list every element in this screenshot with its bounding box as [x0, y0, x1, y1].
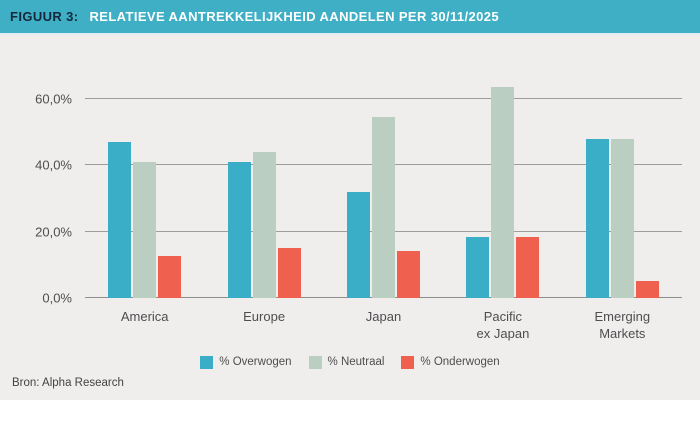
legend-swatch: [308, 355, 322, 369]
y-tick-label: 20,0%: [35, 224, 72, 240]
figure-label: FIGUUR 3:: [10, 9, 79, 24]
bar-group: [204, 82, 323, 298]
legend-label: % Onderwogen: [420, 356, 500, 369]
y-tick-label: 40,0%: [35, 157, 72, 173]
bar-group: [324, 82, 443, 298]
bar: [610, 138, 634, 298]
bar-group: [563, 82, 682, 298]
bar: [397, 251, 421, 298]
legend-item: % Overwogen: [200, 355, 292, 369]
gridline-60: [85, 97, 682, 99]
plot-area: [85, 82, 682, 298]
chart-legend: % Overwogen % Neutraal % Onderwogen: [0, 355, 700, 369]
x-axis-label: Emerging Markets: [594, 309, 651, 341]
legend-label: % Neutraal: [327, 356, 385, 369]
x-axis-label: Europe: [243, 309, 286, 324]
legend-item: % Neutraal: [308, 355, 385, 369]
y-tick-label: 60,0%: [35, 91, 72, 107]
header-divider: [0, 33, 700, 35]
chart-panel: 0,0% 20,0% 40,0% 60,0% America Europe Japan Pa…: [0, 35, 700, 400]
bar: [516, 236, 540, 298]
x-axis-label: Pacific ex Japan: [476, 309, 530, 341]
bar: [133, 161, 157, 298]
bar: [227, 161, 251, 298]
bar: [635, 281, 659, 298]
bar-groups: [85, 82, 682, 298]
bar: [466, 236, 490, 298]
x-axis-label: Japan: [365, 309, 402, 324]
bar: [372, 116, 396, 298]
bar: [491, 87, 515, 298]
figure-header: FIGUUR 3: RELATIEVE AANTREKKELIJKHEID AA…: [0, 0, 700, 33]
y-axis: 0,0% 20,0% 40,0% 60,0%: [0, 82, 85, 304]
x-axis-label: America: [120, 309, 169, 324]
bar-group: [85, 82, 204, 298]
legend-label: % Overwogen: [219, 356, 292, 369]
bar-group: [443, 82, 562, 298]
bar: [252, 151, 276, 298]
legend-swatch: [401, 355, 415, 369]
x-axis-labels: America Europe Japan Pacific ex Japan Emergi…: [85, 309, 682, 343]
bottom-strip: [0, 400, 700, 423]
figure-title: RELATIEVE AANTREKKELIJKHEID AANDELEN PER…: [89, 9, 500, 24]
y-tick-label: 0,0%: [42, 290, 72, 306]
legend-swatch: [200, 355, 214, 369]
bar: [585, 138, 609, 298]
bar: [277, 248, 301, 298]
bar: [347, 191, 371, 298]
bar: [108, 141, 132, 298]
bar-chart: 0,0% 20,0% 40,0% 60,0%: [0, 82, 700, 305]
bar: [158, 256, 182, 298]
source-note: Bron: Alpha Research: [12, 377, 124, 389]
legend-item: % Onderwogen: [401, 355, 500, 369]
